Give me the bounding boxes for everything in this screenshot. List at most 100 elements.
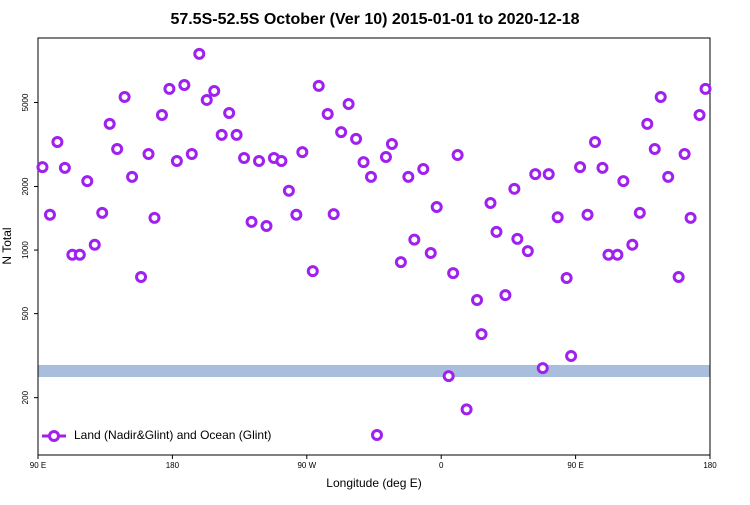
point bbox=[208, 84, 221, 97]
point bbox=[306, 265, 319, 278]
point bbox=[223, 106, 236, 119]
y-tick-label: 200 bbox=[21, 390, 30, 404]
land-band bbox=[38, 365, 710, 377]
point bbox=[312, 79, 325, 92]
point bbox=[253, 155, 266, 168]
point bbox=[142, 148, 155, 161]
point bbox=[342, 97, 355, 110]
point bbox=[238, 151, 251, 164]
point bbox=[200, 93, 213, 106]
point bbox=[511, 232, 524, 245]
point bbox=[596, 161, 609, 174]
chart-title: 57.5S-52.5S October (Ver 10) 2015-01-01 … bbox=[170, 11, 579, 28]
point bbox=[626, 238, 639, 251]
y-tick-label: 500 bbox=[21, 306, 30, 320]
point bbox=[215, 128, 228, 141]
x-tick-label: 180 bbox=[166, 461, 180, 470]
point bbox=[589, 135, 602, 148]
point bbox=[447, 267, 460, 280]
point bbox=[430, 200, 443, 213]
point bbox=[36, 161, 49, 174]
point bbox=[611, 248, 624, 261]
point bbox=[245, 215, 258, 228]
point bbox=[408, 233, 421, 246]
point bbox=[365, 170, 378, 183]
point bbox=[521, 245, 534, 258]
point bbox=[163, 82, 176, 95]
point bbox=[290, 208, 303, 221]
point bbox=[424, 247, 437, 260]
point bbox=[58, 161, 71, 174]
y-tick-label: 2000 bbox=[21, 177, 30, 195]
legend-label: Land (Nadir&Glint) and Ocean (Glint) bbox=[74, 428, 271, 442]
point bbox=[170, 155, 183, 168]
point bbox=[193, 47, 206, 60]
point bbox=[335, 126, 348, 139]
point bbox=[394, 256, 407, 269]
point bbox=[402, 170, 415, 183]
point bbox=[484, 197, 497, 210]
x-tick-label: 0 bbox=[439, 461, 444, 470]
point bbox=[536, 362, 549, 375]
point bbox=[529, 168, 542, 181]
point bbox=[230, 128, 243, 141]
x-axis-label: Longitude (deg E) bbox=[326, 476, 421, 490]
point bbox=[551, 211, 564, 224]
point bbox=[574, 161, 587, 174]
point bbox=[581, 208, 594, 221]
point bbox=[148, 211, 161, 224]
point bbox=[641, 117, 654, 130]
point bbox=[684, 211, 697, 224]
point bbox=[370, 429, 383, 442]
point bbox=[282, 184, 295, 197]
point bbox=[118, 90, 131, 103]
point bbox=[103, 117, 116, 130]
point bbox=[126, 170, 139, 183]
y-axis-label: N Total bbox=[0, 227, 14, 264]
point bbox=[111, 143, 124, 156]
point bbox=[385, 137, 398, 150]
point bbox=[475, 328, 488, 341]
point bbox=[96, 206, 109, 219]
point bbox=[451, 148, 464, 161]
point bbox=[542, 168, 555, 181]
point bbox=[693, 109, 706, 122]
point bbox=[565, 349, 578, 362]
point bbox=[499, 289, 512, 302]
x-tick-label: 90 E bbox=[30, 461, 46, 470]
point bbox=[442, 370, 455, 383]
y-tick-label: 5000 bbox=[21, 93, 30, 111]
point bbox=[296, 146, 309, 159]
point bbox=[275, 155, 288, 168]
y-tick-label: 1000 bbox=[21, 241, 30, 259]
point bbox=[508, 182, 521, 195]
point bbox=[327, 208, 340, 221]
point bbox=[357, 156, 370, 169]
point bbox=[88, 238, 101, 251]
point bbox=[490, 225, 503, 238]
x-tick-label: 90 W bbox=[297, 461, 316, 470]
point bbox=[321, 107, 334, 120]
point bbox=[185, 148, 198, 161]
point bbox=[633, 206, 646, 219]
point bbox=[51, 135, 64, 148]
point bbox=[350, 132, 363, 145]
point bbox=[379, 150, 392, 163]
point bbox=[260, 219, 273, 232]
point bbox=[460, 403, 473, 416]
point bbox=[678, 148, 691, 161]
point bbox=[43, 208, 56, 221]
plot-frame bbox=[37, 37, 711, 456]
point bbox=[135, 271, 148, 284]
point bbox=[471, 294, 484, 307]
legend-marker bbox=[48, 430, 60, 442]
point bbox=[662, 170, 675, 183]
x-tick-label: 90 E bbox=[567, 461, 583, 470]
point bbox=[178, 78, 191, 91]
point bbox=[654, 90, 667, 103]
point bbox=[81, 175, 94, 188]
point bbox=[155, 109, 168, 122]
point bbox=[648, 143, 661, 156]
